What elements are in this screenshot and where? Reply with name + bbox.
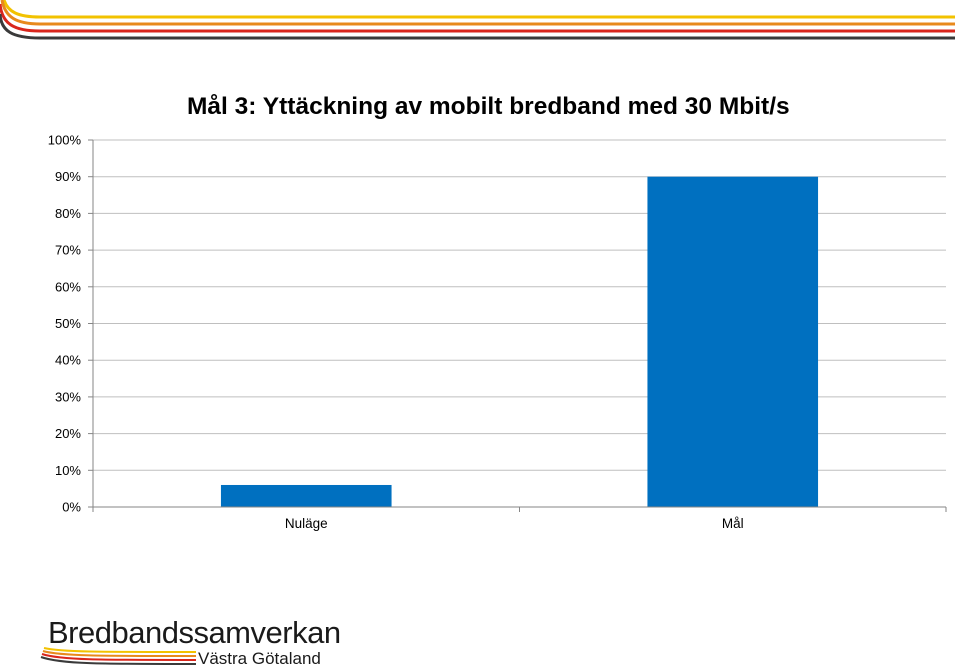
y-tick-label: 20%: [55, 426, 81, 441]
bar-1: [647, 176, 819, 507]
logo-swoosh: [40, 647, 197, 665]
bar-0: [220, 484, 392, 507]
chart-title: Mål 3: Yttäckning av mobilt bredband med…: [187, 93, 790, 120]
swoosh-dark: [40, 656, 197, 665]
y-tick-label: 10%: [55, 463, 81, 478]
x-axis: [92, 506, 947, 512]
logo-region: Västra Götaland: [198, 649, 321, 668]
y-tick-label: 80%: [55, 206, 81, 221]
y-tick-label: 70%: [55, 243, 81, 258]
y-axis-tick-labels: 0% 10% 20% 30% 40% 50% 60% 70% 80% 90% 100%: [48, 133, 82, 515]
x-tick-label: Nuläge: [285, 516, 328, 531]
x-tick-label: Mål: [722, 516, 744, 531]
y-tick-label: 60%: [55, 279, 81, 294]
swoosh-red: [41, 653, 197, 661]
bars: [220, 176, 819, 507]
stripe-red: [0, 3, 955, 33]
y-tick-label: 0%: [62, 500, 81, 515]
y-tick-label: 40%: [55, 353, 81, 368]
y-tick-label: 100%: [48, 133, 82, 148]
swoosh-orange: [42, 650, 197, 657]
y-tick-label: 50%: [55, 316, 81, 331]
logo-name: Bredbandssamverkan: [48, 615, 341, 650]
stripe-yellow: [2, 0, 955, 19]
bredbandssamverkan-logo: Bredbandssamverkan Västra Götaland: [40, 612, 360, 668]
stripe-orange: [0, 0, 955, 26]
stripe-dark: [0, 13, 955, 40]
y-tick-label: 90%: [55, 169, 81, 184]
header-stripes: [0, 0, 955, 40]
bar-chart: 0% 10% 20% 30% 40% 50% 60% 70% 80% 90% 100% Nuläge…: [48, 133, 947, 531]
x-axis-tick-labels: Nuläge Mål: [285, 516, 744, 531]
swoosh-yellow: [43, 647, 197, 653]
y-tick-label: 30%: [55, 389, 81, 404]
